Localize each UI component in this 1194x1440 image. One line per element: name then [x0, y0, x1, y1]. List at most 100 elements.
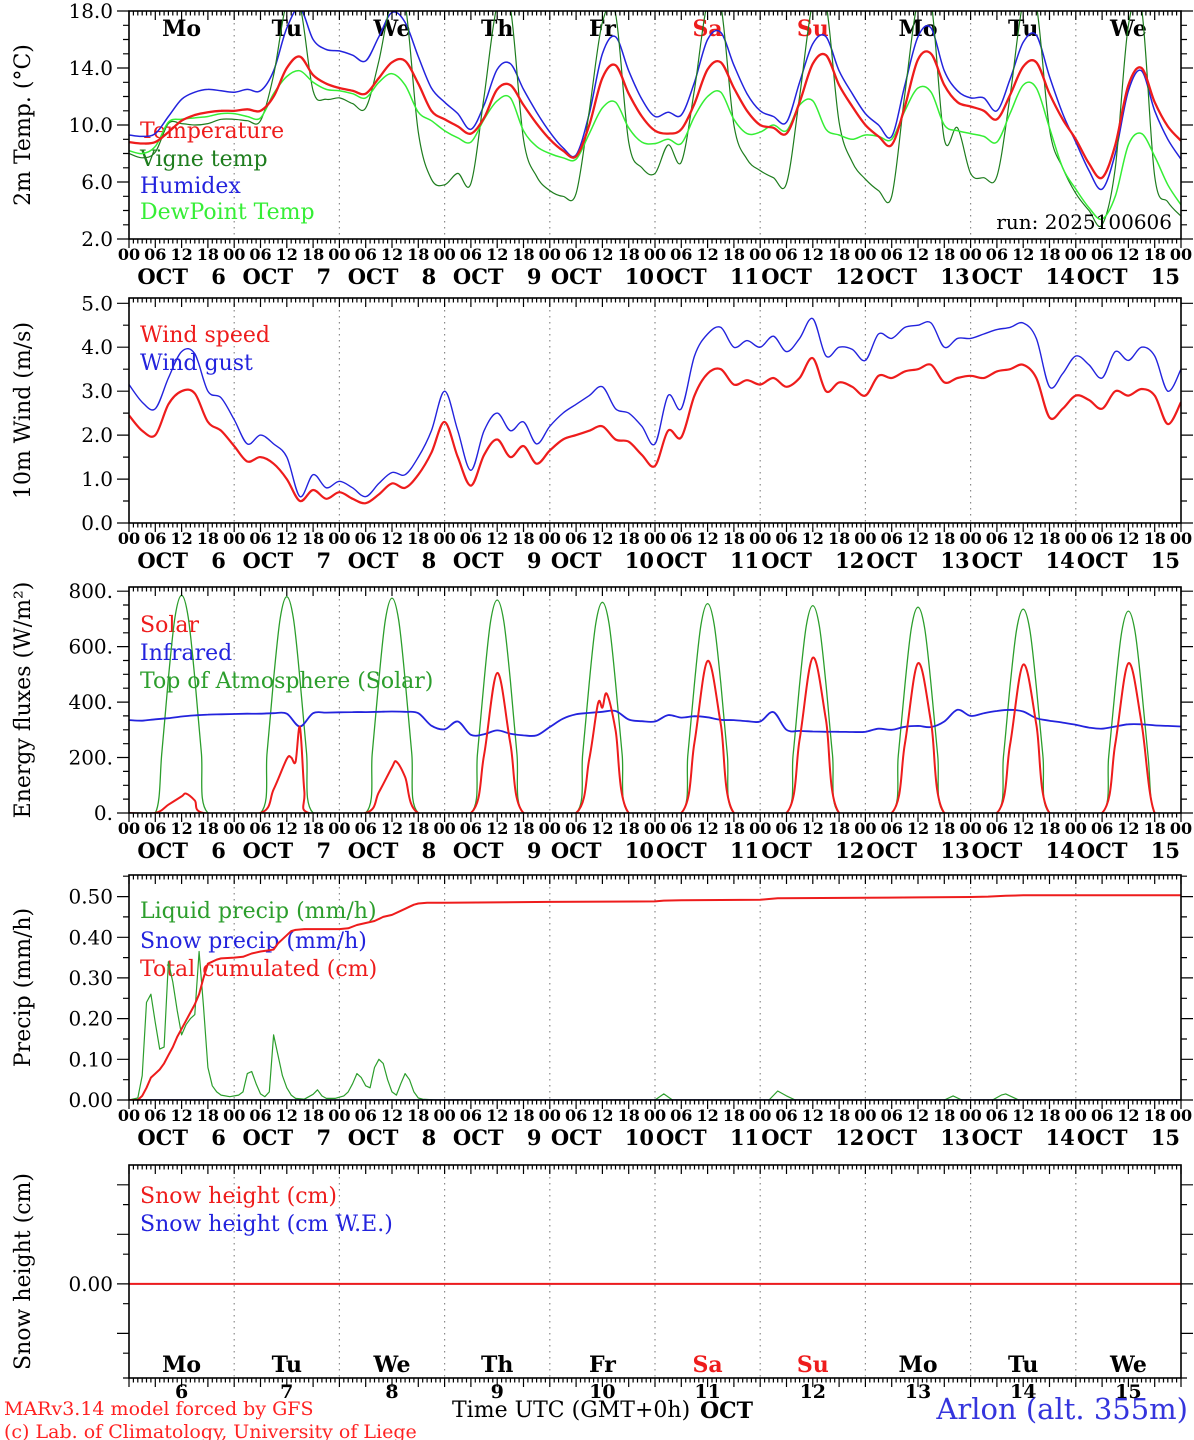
hour-label: 18 [1038, 529, 1060, 548]
hour-label: 18 [828, 245, 850, 264]
legend-snow-panel-1: Snow height (cm W.E.) [140, 1212, 393, 1237]
day-number-label: 10 [589, 1381, 615, 1403]
hour-label: 12 [907, 819, 929, 838]
hour-label: 06 [1091, 819, 1113, 838]
hour-label: 00 [1170, 819, 1192, 838]
hour-label: 06 [144, 245, 166, 264]
hour-label: 06 [355, 1106, 377, 1125]
hour-label: 12 [170, 1106, 192, 1125]
hour-label: 12 [1117, 819, 1139, 838]
hour-label: 18 [1144, 819, 1166, 838]
hour-label: 00 [854, 245, 876, 264]
day-label: OCT 10 [551, 1125, 654, 1150]
hour-label: 18 [1144, 529, 1166, 548]
day-number-label: 13 [905, 1381, 931, 1403]
day-number-label: 6 [175, 1381, 188, 1403]
day-label: OCT 8 [348, 1125, 437, 1150]
hour-label: 00 [433, 1106, 455, 1125]
hour-label: 00 [223, 529, 245, 548]
legend-precip-panel-0: Liquid precip (mm/h) [140, 899, 377, 924]
day-label: OCT 11 [656, 548, 759, 573]
hour-label: 18 [407, 1106, 429, 1125]
day-number-label: 7 [280, 1381, 293, 1403]
hour-label: 18 [828, 819, 850, 838]
day-number-label: 12 [800, 1381, 826, 1403]
hour-label: 18 [933, 245, 955, 264]
hour-label: 12 [907, 245, 929, 264]
day-label: OCT 14 [972, 264, 1075, 289]
day-label: OCT 14 [972, 838, 1075, 863]
hour-label: 00 [749, 819, 771, 838]
day-label: OCT 12 [761, 548, 864, 573]
hour-label: 06 [1091, 529, 1113, 548]
day-label: OCT 9 [453, 1125, 542, 1150]
legend-snow-panel-0: Snow height (cm) [140, 1184, 337, 1209]
hour-label: 12 [1012, 819, 1034, 838]
hour-label: 00 [959, 529, 981, 548]
hour-label: 12 [276, 1106, 298, 1125]
panel-snow-panel: Snow height (cm) Snow height (cm W.E.) Mo T… [11, 1164, 1193, 1403]
day-label: OCT 11 [656, 838, 759, 863]
day-number-label: 15 [1115, 1381, 1141, 1403]
series-vigne-temp [129, 11, 1181, 228]
day-label: OCT 15 [1077, 548, 1180, 573]
hour-label: 00 [433, 245, 455, 264]
hour-label: 06 [881, 245, 903, 264]
day-label: OCT 7 [243, 548, 332, 573]
hour-label: 18 [407, 245, 429, 264]
hour-label: 18 [618, 245, 640, 264]
hour-label: 18 [723, 1106, 745, 1125]
hour-label: 18 [407, 529, 429, 548]
hour-label: 12 [1012, 529, 1034, 548]
month-label: OCT [700, 1398, 754, 1424]
hour-label: 12 [276, 245, 298, 264]
day-label: OCT 7 [243, 264, 332, 289]
hour-label: 06 [565, 529, 587, 548]
panel-precip-panel: Liquid precip (mm/h) Snow precip (mm/h) To… [11, 874, 1193, 1150]
hour-label: 00 [1170, 1106, 1192, 1125]
hour-label: 18 [933, 819, 955, 838]
legend-energy-panel-1: Infrared [140, 641, 232, 666]
hour-label: 06 [670, 245, 692, 264]
day-label: OCT 8 [348, 838, 437, 863]
ytick-label: 0.30 [68, 966, 113, 990]
hour-label: 06 [144, 529, 166, 548]
day-label: OCT 9 [453, 838, 542, 863]
hour-label: 06 [460, 245, 482, 264]
hour-label: 00 [1170, 245, 1192, 264]
hour-label: 18 [302, 1106, 324, 1125]
hour-label: 12 [591, 529, 613, 548]
day-label: OCT 10 [551, 838, 654, 863]
hour-label: 00 [644, 1106, 666, 1125]
hour-label: 06 [1091, 245, 1113, 264]
hour-label: 00 [223, 1106, 245, 1125]
hour-label: 00 [644, 819, 666, 838]
hour-label: 12 [591, 1106, 613, 1125]
legend-wind-panel-0: Wind speed [140, 323, 270, 348]
axis-title-temperature-panel: 2m Temp. (°C) [11, 44, 36, 206]
ytick-label: 400. [68, 690, 113, 714]
axis-title-precip-panel: Precip (mm/h) [11, 908, 36, 1067]
hour-label: 00 [539, 245, 561, 264]
credit-line2: (c) Lab. of Climatology, University of L… [4, 1421, 417, 1440]
hour-label: 06 [249, 529, 271, 548]
weekday-label: Mo [898, 1352, 937, 1378]
hour-label: 18 [197, 245, 219, 264]
ytick-label: 0. [94, 801, 113, 825]
day-label: OCT 15 [1077, 264, 1180, 289]
hour-label: 00 [644, 529, 666, 548]
weekday-label: Mo [162, 1352, 201, 1378]
hour-label: 12 [170, 529, 192, 548]
hour-label: 18 [512, 1106, 534, 1125]
hour-label: 12 [696, 245, 718, 264]
weekday-label: Sa [693, 16, 723, 42]
hour-label: 00 [644, 245, 666, 264]
hour-label: 06 [775, 529, 797, 548]
hour-label: 12 [486, 819, 508, 838]
hour-label: 18 [1144, 245, 1166, 264]
ytick-label: 10.0 [68, 113, 113, 137]
day-number-label: 8 [385, 1381, 398, 1403]
hour-label: 18 [302, 245, 324, 264]
hour-label: 00 [223, 245, 245, 264]
